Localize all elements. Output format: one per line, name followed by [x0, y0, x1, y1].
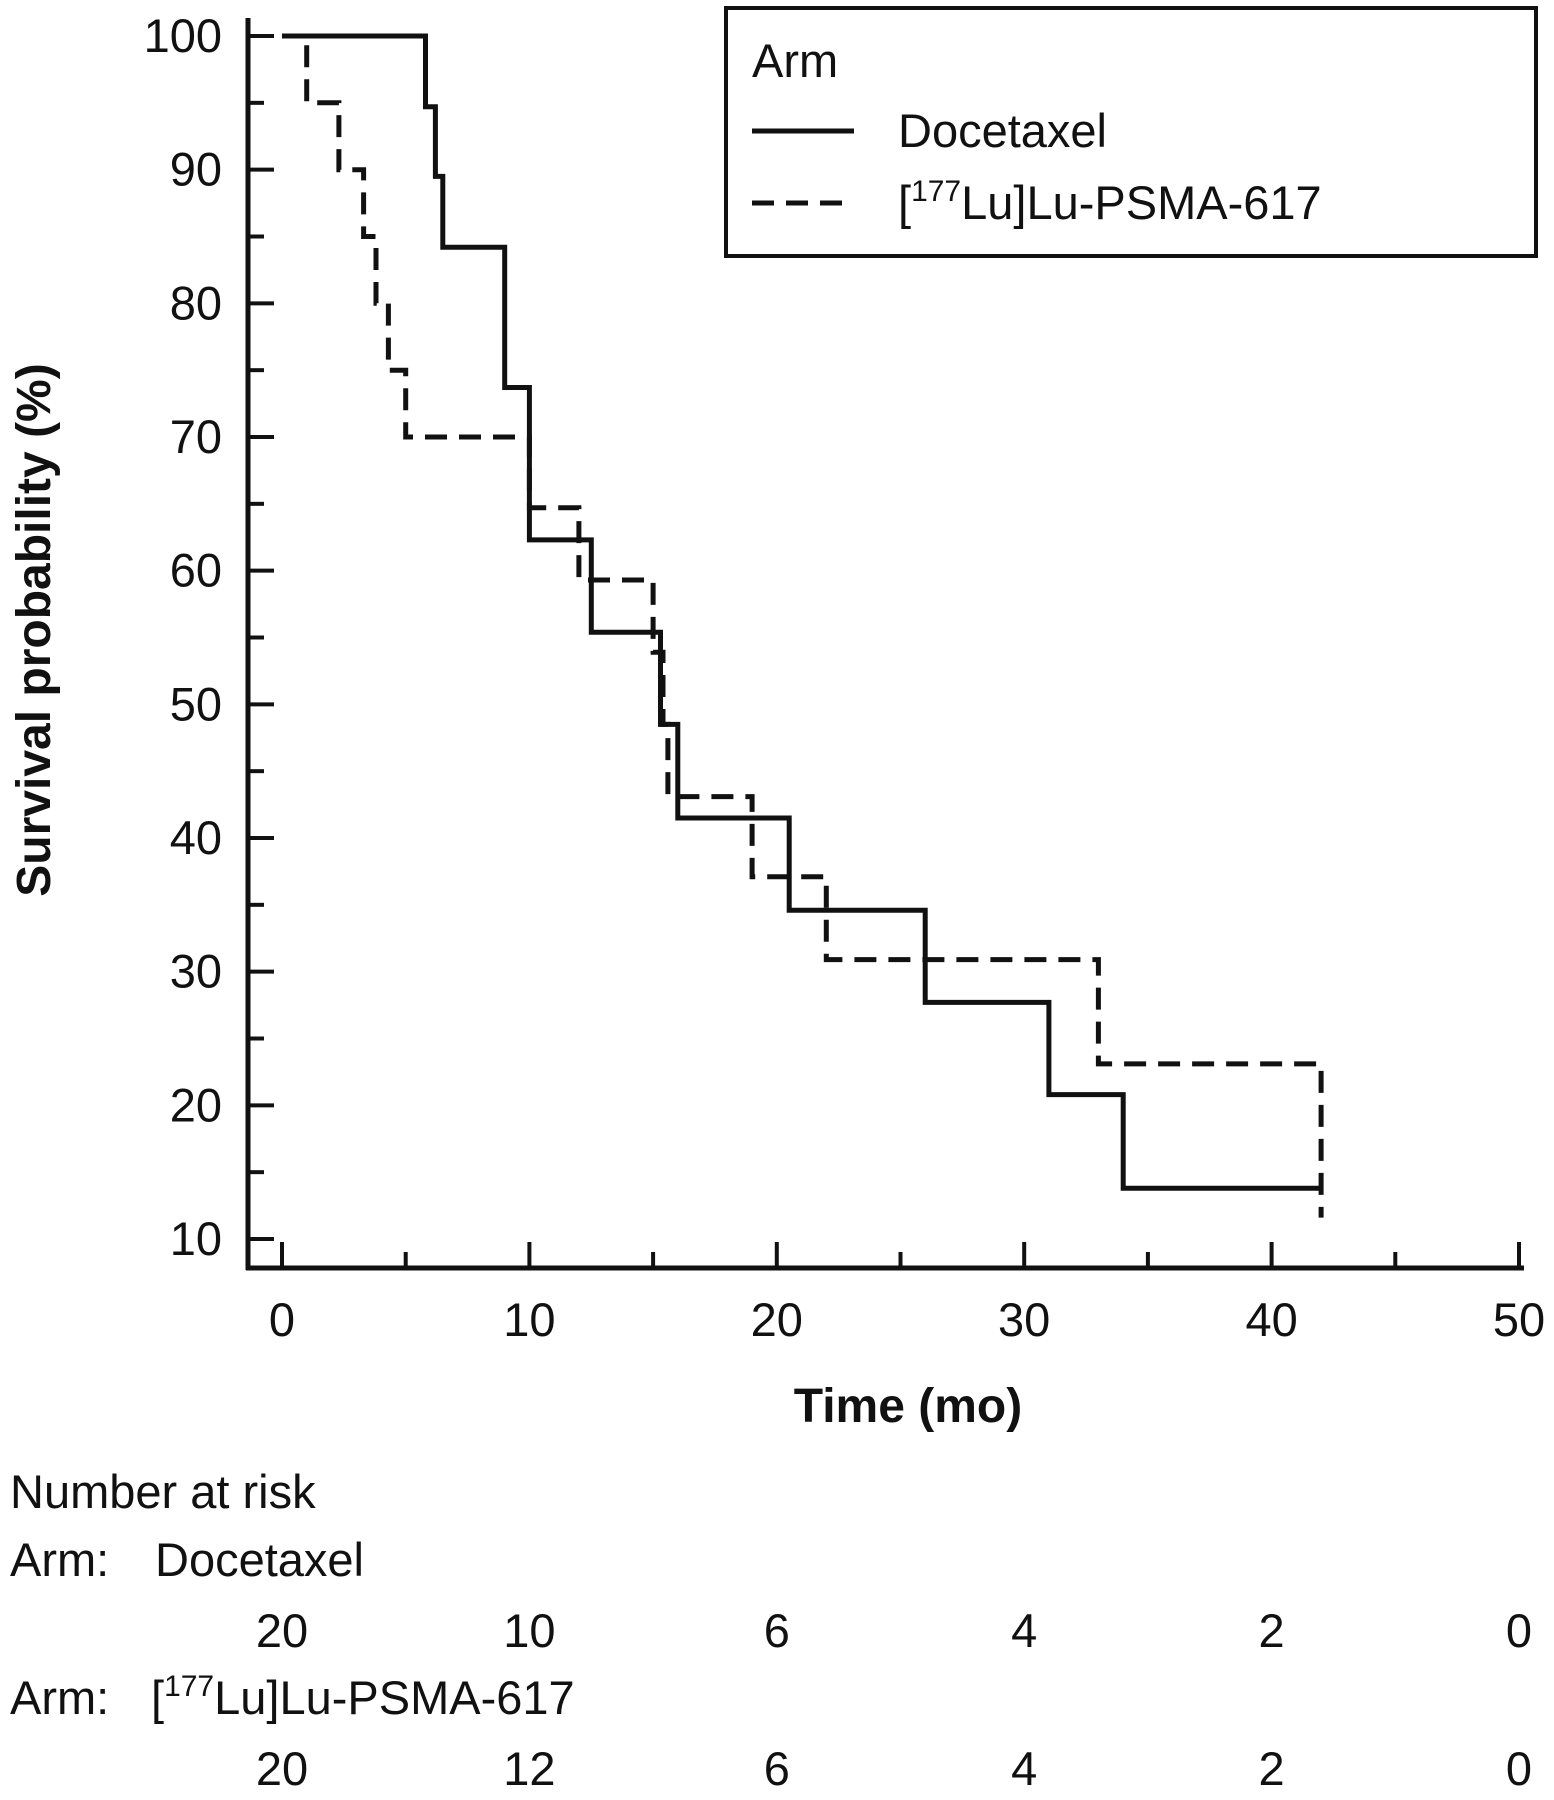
legend-label-docetaxel: Docetaxel	[898, 104, 1107, 157]
legend: Arm Docetaxel [177Lu]Lu-PSMA-617	[724, 6, 1538, 258]
x-tick-label: 0	[269, 1293, 295, 1346]
legend-label-lu-psma: [177Lu]Lu-PSMA-617	[898, 175, 1322, 229]
risk-count: 2	[1259, 1742, 1285, 1795]
risk-count: 20	[256, 1604, 308, 1657]
y-tick-label: 20	[170, 1078, 222, 1131]
legend-title: Arm	[752, 34, 838, 87]
x-tick-label: 20	[751, 1293, 803, 1346]
series-line-docetaxel	[282, 33, 1322, 1191]
x-tick-label: 40	[1245, 1293, 1297, 1346]
risk-counts-docetaxel: 20 10 6 4 2 0	[256, 1604, 1532, 1657]
legend-box	[724, 6, 1538, 258]
y-axis-title: Survival probability (%)	[8, 363, 61, 896]
risk-count: 0	[1506, 1742, 1532, 1795]
y-tick-label: 90	[170, 143, 222, 196]
y-tick-label: 10	[170, 1212, 222, 1265]
risk-count: 2	[1259, 1604, 1285, 1657]
survival-curves	[282, 33, 1324, 1218]
axes: 10 20 30 40 50 60 70 80 90 100 0 10 20 30 40 50	[144, 9, 1546, 1346]
risk-count: 20	[256, 1742, 308, 1795]
risk-row-label-docetaxel: Arm: Docetaxel	[10, 1533, 364, 1586]
risk-row-label-lu-psma: Arm: [177Lu]Lu-PSMA-617	[10, 1670, 575, 1724]
y-tick-label: 100	[144, 9, 222, 62]
y-tick-label: 80	[170, 276, 222, 329]
risk-count: 4	[1011, 1742, 1037, 1795]
risk-count: 6	[764, 1604, 790, 1657]
risk-table: Number at risk Arm: Docetaxel 20 10 6 4 2 0 Ar…	[10, 1465, 1532, 1795]
y-tick-label: 50	[170, 677, 222, 730]
risk-count: 10	[503, 1604, 555, 1657]
x-tick-label: 10	[503, 1293, 555, 1346]
risk-count: 12	[503, 1742, 555, 1795]
risk-counts-lu-psma: 20 12 6 4 2 0	[256, 1742, 1532, 1795]
risk-count: 0	[1506, 1604, 1532, 1657]
y-tick-label: 60	[170, 544, 222, 597]
x-axis-title: Time (mo)	[794, 1380, 1022, 1433]
risk-count: 6	[764, 1742, 790, 1795]
x-tick-label: 30	[998, 1293, 1050, 1346]
y-tick-label: 30	[170, 945, 222, 998]
risk-count: 4	[1011, 1604, 1037, 1657]
x-tick-label: 50	[1493, 1293, 1545, 1346]
y-tick-label: 40	[170, 811, 222, 864]
series-line-lu-psma	[282, 33, 1324, 1218]
risk-table-title: Number at risk	[10, 1465, 316, 1518]
y-tick-label: 70	[170, 410, 222, 463]
